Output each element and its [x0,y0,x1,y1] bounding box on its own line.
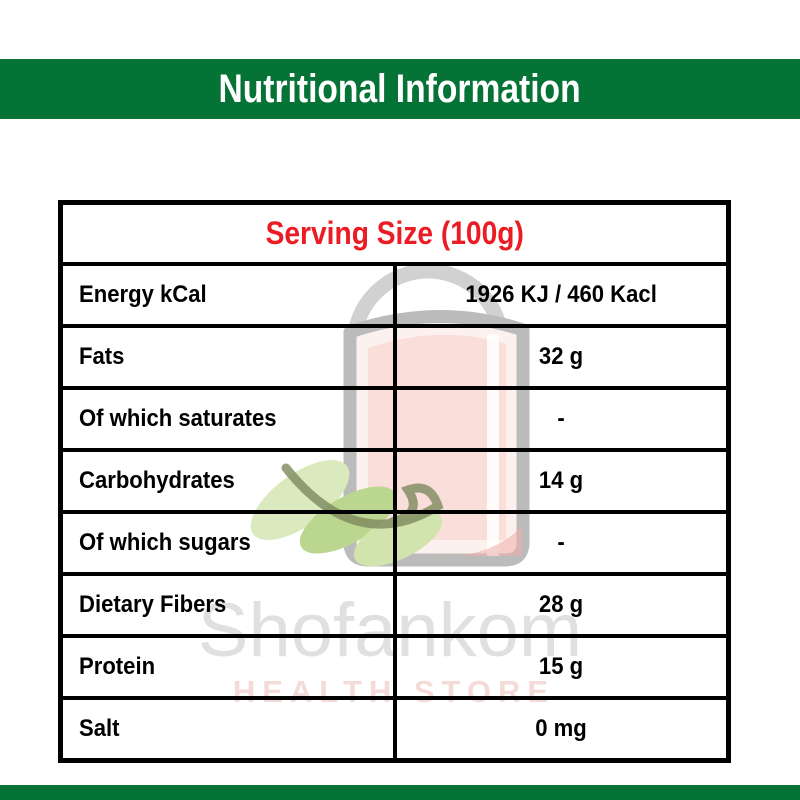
nutrient-value: - [392,386,731,452]
nutrition-table: Serving Size (100g) Energy kCal 1926 KJ … [58,200,731,763]
nutrient-label: Energy kCal [58,262,397,328]
nutrient-value: 0 mg [392,696,731,763]
table-row: Carbohydrates 14 g [58,448,731,514]
nutrient-label: Dietary Fibers [58,572,397,638]
title-bar: Nutritional Information [0,59,800,119]
table-row: Of which sugars - [58,510,731,576]
nutrient-value: - [392,510,731,576]
table-row: Energy kCal 1926 KJ / 460 Kacl [58,262,731,328]
table-row: Dietary Fibers 28 g [58,572,731,638]
nutrient-label: Carbohydrates [58,448,397,514]
nutrient-label: Fats [58,324,397,390]
nutrient-value: 14 g [392,448,731,514]
table-row: Fats 32 g [58,324,731,390]
nutrient-label: Of which sugars [58,510,397,576]
table-header-row: Serving Size (100g) [58,200,731,266]
nutrient-label: Protein [58,634,397,700]
page-title: Nutritional Information [218,66,582,111]
nutrient-value: 32 g [392,324,731,390]
nutrient-label: Of which saturates [58,386,397,452]
nutrient-label: Salt [58,696,397,763]
nutrient-value: 15 g [392,634,731,700]
table-row: Protein 15 g [58,634,731,700]
footer-bar [0,785,800,800]
nutrient-value: 1926 KJ / 460 Kacl [392,262,731,328]
table-row: Salt 0 mg [58,696,731,763]
serving-size-header: Serving Size (100g) [58,200,731,266]
table-row: Of which saturates - [58,386,731,452]
nutrient-value: 28 g [392,572,731,638]
